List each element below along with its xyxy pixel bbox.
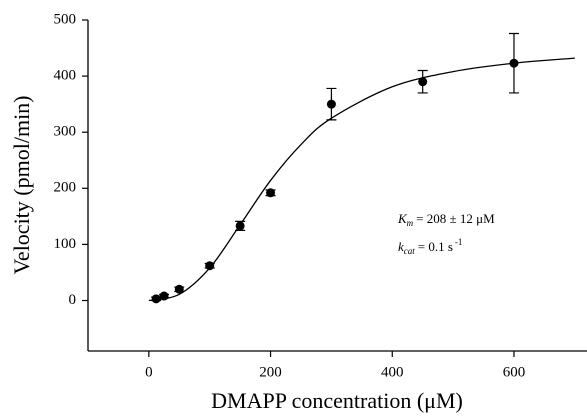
y-tick-label: 200 [54,180,77,196]
x-tick-label: 0 [145,364,153,380]
annotation-symbol: k [398,239,404,254]
data-point [205,261,215,271]
annotation-symbol: K [397,211,408,226]
x-tick-label: 400 [381,364,404,380]
data-point [266,188,276,198]
annotation: kcat = 0.1 s -1 [398,237,462,256]
annotation-subscript: m [407,218,414,228]
y-axis-label: Velocity (pmol/min) [9,95,34,274]
y-tick-label: 300 [54,124,77,140]
x-tick-label: 200 [259,364,282,380]
annotation-superscript: -1 [455,237,463,247]
data-point [326,99,336,109]
fit-curve [148,57,575,302]
y-tick-label: 500 [54,11,77,27]
x-axis-label: DMAPP concentration (μM) [211,388,463,413]
data-point [174,284,184,294]
annotation-text: = 0.1 s [418,239,453,254]
y-tick-label: 400 [54,68,77,84]
y-tick-label: 100 [54,236,77,252]
annotation-subscript: cat [404,246,415,256]
x-tick-label: 600 [503,364,526,380]
annotation: Km = 208 ± 12 μM [397,211,495,228]
data-point [151,294,161,304]
annotation-text: = 208 ± 12 μM [416,211,495,226]
y-tick-label: 0 [69,292,77,308]
data-point [418,77,428,87]
